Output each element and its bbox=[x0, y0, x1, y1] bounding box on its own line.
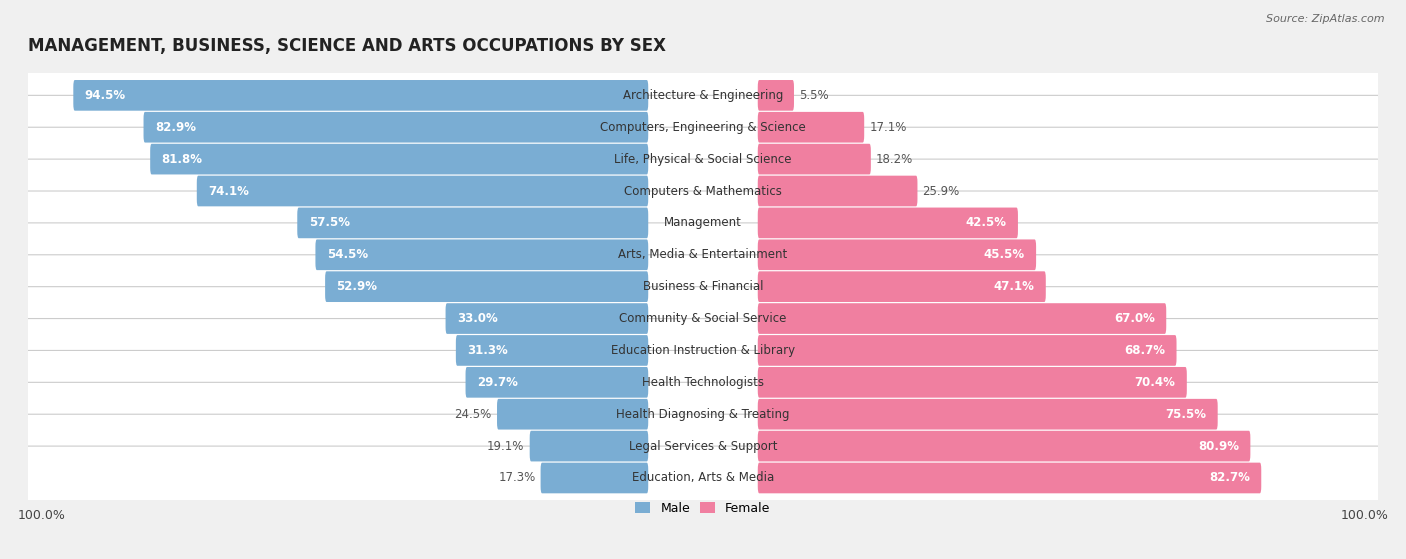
FancyBboxPatch shape bbox=[758, 367, 1187, 397]
FancyBboxPatch shape bbox=[297, 207, 648, 238]
Text: 45.5%: 45.5% bbox=[984, 248, 1025, 261]
Text: 57.5%: 57.5% bbox=[309, 216, 350, 229]
Text: 70.4%: 70.4% bbox=[1135, 376, 1175, 389]
FancyBboxPatch shape bbox=[456, 335, 648, 366]
Text: 18.2%: 18.2% bbox=[876, 153, 914, 165]
FancyBboxPatch shape bbox=[25, 350, 1381, 414]
FancyBboxPatch shape bbox=[25, 255, 1381, 319]
FancyBboxPatch shape bbox=[25, 382, 1381, 446]
FancyBboxPatch shape bbox=[25, 127, 1381, 191]
Text: 29.7%: 29.7% bbox=[477, 376, 517, 389]
FancyBboxPatch shape bbox=[496, 399, 648, 429]
Text: 52.9%: 52.9% bbox=[336, 280, 377, 293]
Text: 33.0%: 33.0% bbox=[457, 312, 498, 325]
FancyBboxPatch shape bbox=[758, 271, 1046, 302]
Text: Community & Social Service: Community & Social Service bbox=[619, 312, 787, 325]
Text: Management: Management bbox=[664, 216, 742, 229]
Text: 68.7%: 68.7% bbox=[1125, 344, 1166, 357]
FancyBboxPatch shape bbox=[758, 176, 918, 206]
FancyBboxPatch shape bbox=[25, 414, 1381, 478]
Text: 24.5%: 24.5% bbox=[454, 408, 492, 421]
Text: 25.9%: 25.9% bbox=[922, 184, 960, 197]
Text: Health Technologists: Health Technologists bbox=[643, 376, 763, 389]
FancyBboxPatch shape bbox=[315, 239, 648, 270]
FancyBboxPatch shape bbox=[465, 367, 648, 397]
FancyBboxPatch shape bbox=[758, 112, 865, 143]
Text: Education Instruction & Library: Education Instruction & Library bbox=[612, 344, 794, 357]
FancyBboxPatch shape bbox=[25, 64, 1381, 127]
FancyBboxPatch shape bbox=[758, 207, 1018, 238]
Text: 42.5%: 42.5% bbox=[966, 216, 1007, 229]
Text: 47.1%: 47.1% bbox=[994, 280, 1035, 293]
FancyBboxPatch shape bbox=[197, 176, 648, 206]
FancyBboxPatch shape bbox=[325, 271, 648, 302]
Text: 17.3%: 17.3% bbox=[498, 471, 536, 485]
Text: Computers & Mathematics: Computers & Mathematics bbox=[624, 184, 782, 197]
FancyBboxPatch shape bbox=[758, 431, 1250, 461]
FancyBboxPatch shape bbox=[143, 112, 648, 143]
FancyBboxPatch shape bbox=[73, 80, 648, 111]
FancyBboxPatch shape bbox=[25, 446, 1381, 510]
FancyBboxPatch shape bbox=[25, 96, 1381, 159]
Text: 74.1%: 74.1% bbox=[208, 184, 249, 197]
Text: Arts, Media & Entertainment: Arts, Media & Entertainment bbox=[619, 248, 787, 261]
Text: 67.0%: 67.0% bbox=[1114, 312, 1154, 325]
FancyBboxPatch shape bbox=[758, 463, 1261, 494]
FancyBboxPatch shape bbox=[758, 239, 1036, 270]
Text: 94.5%: 94.5% bbox=[84, 89, 125, 102]
Text: MANAGEMENT, BUSINESS, SCIENCE AND ARTS OCCUPATIONS BY SEX: MANAGEMENT, BUSINESS, SCIENCE AND ARTS O… bbox=[28, 37, 666, 55]
FancyBboxPatch shape bbox=[25, 287, 1381, 350]
Text: 19.1%: 19.1% bbox=[486, 439, 524, 453]
Text: 82.7%: 82.7% bbox=[1209, 471, 1250, 485]
Text: 17.1%: 17.1% bbox=[869, 121, 907, 134]
FancyBboxPatch shape bbox=[758, 303, 1166, 334]
Text: 5.5%: 5.5% bbox=[799, 89, 828, 102]
FancyBboxPatch shape bbox=[25, 319, 1381, 382]
FancyBboxPatch shape bbox=[530, 431, 648, 461]
FancyBboxPatch shape bbox=[540, 463, 648, 494]
Legend: Male, Female: Male, Female bbox=[630, 497, 776, 520]
Text: Computers, Engineering & Science: Computers, Engineering & Science bbox=[600, 121, 806, 134]
Text: Legal Services & Support: Legal Services & Support bbox=[628, 439, 778, 453]
FancyBboxPatch shape bbox=[758, 144, 870, 174]
FancyBboxPatch shape bbox=[758, 80, 794, 111]
Text: Architecture & Engineering: Architecture & Engineering bbox=[623, 89, 783, 102]
Text: Source: ZipAtlas.com: Source: ZipAtlas.com bbox=[1267, 14, 1385, 24]
FancyBboxPatch shape bbox=[25, 159, 1381, 223]
Text: 75.5%: 75.5% bbox=[1166, 408, 1206, 421]
FancyBboxPatch shape bbox=[150, 144, 648, 174]
FancyBboxPatch shape bbox=[758, 335, 1177, 366]
Text: Education, Arts & Media: Education, Arts & Media bbox=[631, 471, 775, 485]
Text: Life, Physical & Social Science: Life, Physical & Social Science bbox=[614, 153, 792, 165]
Text: Business & Financial: Business & Financial bbox=[643, 280, 763, 293]
Text: 54.5%: 54.5% bbox=[326, 248, 368, 261]
FancyBboxPatch shape bbox=[446, 303, 648, 334]
Text: 81.8%: 81.8% bbox=[162, 153, 202, 165]
Text: 31.3%: 31.3% bbox=[467, 344, 508, 357]
Text: 80.9%: 80.9% bbox=[1198, 439, 1239, 453]
FancyBboxPatch shape bbox=[758, 399, 1218, 429]
Text: Health Diagnosing & Treating: Health Diagnosing & Treating bbox=[616, 408, 790, 421]
Text: 82.9%: 82.9% bbox=[155, 121, 195, 134]
FancyBboxPatch shape bbox=[25, 223, 1381, 287]
FancyBboxPatch shape bbox=[25, 191, 1381, 255]
